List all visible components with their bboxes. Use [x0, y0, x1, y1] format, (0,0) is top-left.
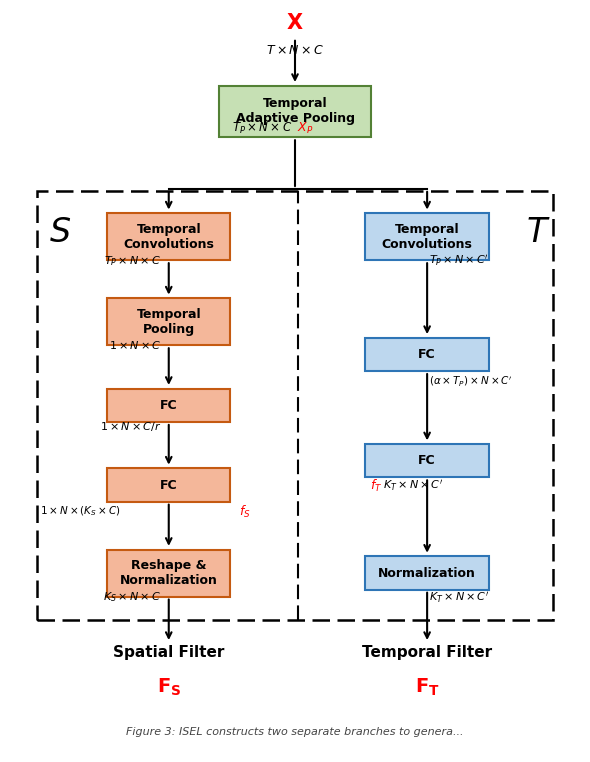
Text: $\mathbf{\mathit{S}}$: $\mathbf{\mathit{S}}$: [49, 216, 71, 249]
Text: $\mathbf{X}$: $\mathbf{X}$: [286, 13, 304, 33]
Text: FC: FC: [160, 479, 178, 491]
Text: $\mathbf{\mathit{f_T}}$: $\mathbf{\mathit{f_T}}$: [369, 478, 382, 494]
FancyBboxPatch shape: [107, 298, 231, 345]
Text: Temporal
Convolutions: Temporal Convolutions: [123, 223, 214, 251]
Text: $(\alpha \times T_P) \times N \times C'$: $(\alpha \times T_P) \times N \times C'$: [429, 374, 513, 388]
FancyBboxPatch shape: [107, 469, 231, 501]
Text: FC: FC: [418, 348, 436, 361]
Text: $T \times N \times C$: $T \times N \times C$: [266, 44, 324, 57]
FancyBboxPatch shape: [219, 85, 371, 137]
Text: $\mathbf{\mathit{f_S}}$: $\mathbf{\mathit{f_S}}$: [239, 504, 251, 520]
Text: Temporal
Pooling: Temporal Pooling: [136, 308, 201, 336]
Text: $\mathbf{F_T}$: $\mathbf{F_T}$: [415, 677, 440, 698]
FancyBboxPatch shape: [107, 549, 231, 597]
FancyBboxPatch shape: [365, 213, 489, 261]
FancyBboxPatch shape: [365, 338, 489, 371]
Text: Temporal
Convolutions: Temporal Convolutions: [382, 223, 473, 251]
Text: Normalization: Normalization: [378, 567, 476, 580]
Text: $K_S \times N \times C$: $K_S \times N \times C$: [103, 591, 161, 604]
Text: Temporal
Adaptive Pooling: Temporal Adaptive Pooling: [235, 98, 355, 126]
FancyBboxPatch shape: [365, 444, 489, 478]
FancyBboxPatch shape: [365, 556, 489, 590]
Text: $1 \times N \times (K_S \times C)$: $1 \times N \times (K_S \times C)$: [40, 504, 120, 518]
Text: $1 \times N \times C/r$: $1 \times N \times C/r$: [100, 420, 161, 433]
Text: FC: FC: [160, 399, 178, 411]
Text: Temporal Filter: Temporal Filter: [362, 645, 492, 660]
Text: $T_P \times N \times C'$: $T_P \times N \times C'$: [429, 254, 489, 268]
Text: $\mathbf{F_S}$: $\mathbf{F_S}$: [156, 677, 181, 698]
Text: $T_P \times N \times C$: $T_P \times N \times C$: [232, 121, 292, 136]
FancyBboxPatch shape: [107, 213, 231, 261]
Text: $\mathbf{\mathit{X_P}}$: $\mathbf{\mathit{X_P}}$: [297, 121, 313, 136]
Text: Spatial Filter: Spatial Filter: [113, 645, 224, 660]
Text: Figure 3: ISEL constructs two separate branches to genera...: Figure 3: ISEL constructs two separate b…: [126, 727, 464, 737]
Text: $\mathbf{\mathit{T}}$: $\mathbf{\mathit{T}}$: [526, 216, 551, 249]
Text: FC: FC: [418, 454, 436, 467]
Text: $K_T \times N \times C'$: $K_T \times N \times C'$: [383, 479, 444, 493]
FancyBboxPatch shape: [107, 389, 231, 422]
Text: $T_P \times N \times C$: $T_P \times N \times C$: [104, 255, 161, 268]
Text: $K_T \times N \times C'$: $K_T \times N \times C'$: [429, 590, 490, 605]
Text: $1 \times N \times C$: $1 \times N \times C$: [109, 338, 161, 351]
Text: Reshape &
Normalization: Reshape & Normalization: [120, 559, 218, 587]
